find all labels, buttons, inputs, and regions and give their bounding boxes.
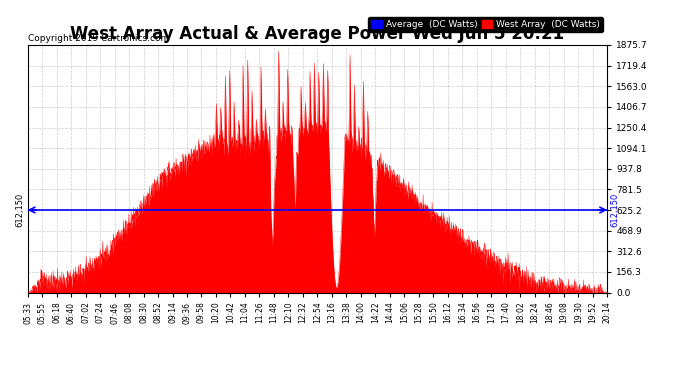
Text: 612,150: 612,150: [610, 193, 619, 227]
Legend: Average  (DC Watts), West Array  (DC Watts): Average (DC Watts), West Array (DC Watts…: [368, 17, 602, 32]
Text: 612,150: 612,150: [16, 193, 25, 227]
Title: West Array Actual & Average Power Wed Jun 5 20:21: West Array Actual & Average Power Wed Ju…: [70, 26, 564, 44]
Text: Copyright 2019 Cartronics.com: Copyright 2019 Cartronics.com: [28, 33, 169, 42]
